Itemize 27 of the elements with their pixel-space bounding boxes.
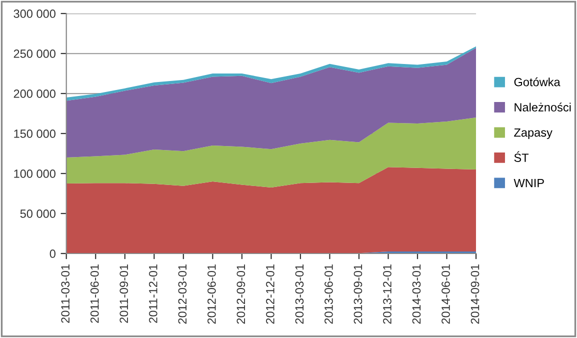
- y-tick-label: 250 000: [14, 50, 56, 58]
- x-tick-label: 2012-09-01: [236, 264, 246, 324]
- x-tick-label: 2011-06-01: [90, 264, 99, 323]
- x-tick-label: 2013-09-01: [354, 264, 362, 324]
- x-tick-label: 2012-12-01: [266, 264, 274, 324]
- x-tick-label: 2012-06-01: [207, 264, 216, 324]
- legend-label: ŚT: [514, 151, 529, 162]
- legend-label: Zapasy: [514, 128, 552, 140]
- y-tick-label: 100 000: [14, 170, 56, 178]
- x-tick-label: 2012-03-01: [178, 264, 187, 324]
- x-tick-label: 2011-12-01: [148, 264, 158, 323]
- legend-label: Gotówka: [514, 77, 560, 86]
- x-tick-label: 2014-03-01: [412, 264, 421, 324]
- y-tick-label: 200 000: [14, 90, 56, 98]
- y-tick-label: 300 000: [14, 10, 56, 18]
- y-tick-label: 0: [50, 250, 56, 258]
- y-tick-label: 150 000: [14, 130, 56, 138]
- legend-label: WNIP: [514, 178, 544, 188]
- x-tick-label: 2011-09-01: [120, 264, 128, 323]
- y-tick-label: 50 000: [20, 210, 56, 218]
- x-tick-label: 2013-12-01: [383, 264, 392, 324]
- x-tick-label: 2013-03-01: [295, 264, 304, 324]
- x-tick-label: 2014-06-01: [442, 264, 450, 324]
- x-tick-label: 2013-06-01: [324, 264, 333, 324]
- legend-label: Należności: [514, 102, 571, 112]
- x-tick-label: 2014-09-01: [470, 264, 480, 324]
- x-tick-label: 2011-03-01: [61, 264, 70, 323]
